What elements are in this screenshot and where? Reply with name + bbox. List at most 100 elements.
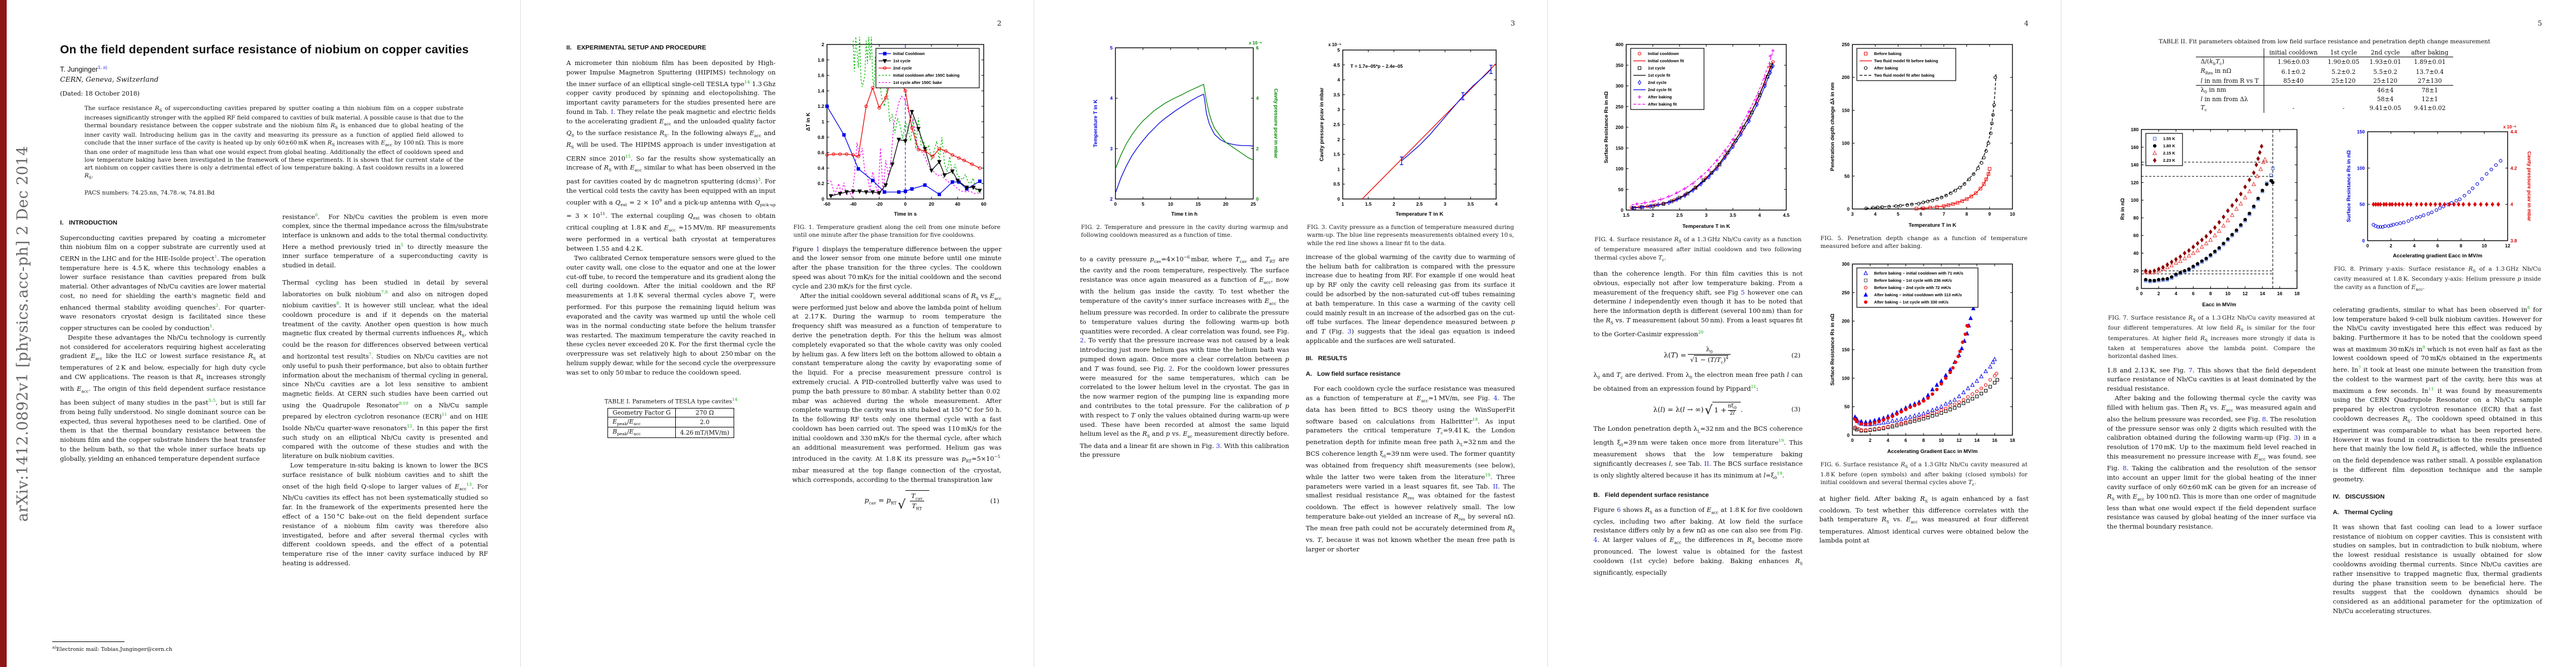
table2-block: TABLE II. Fit parameters obtained from l… [2107, 38, 2542, 113]
svg-text:Two fluid model fit before bak: Two fluid model fit before baking [1874, 58, 1939, 63]
author-line: T. Junginger1, a) [60, 64, 488, 73]
svg-text:6: 6 [1256, 45, 1259, 51]
svg-text:4.5: 4.5 [1333, 62, 1340, 68]
svg-text:200: 200 [1842, 318, 1850, 323]
svg-text:10: 10 [2010, 211, 2015, 217]
svg-text:18: 18 [2295, 291, 2300, 296]
paragraph: increase of the global warming of the ca… [1306, 253, 1516, 345]
equation-number: (1) [990, 496, 999, 505]
svg-text:6: 6 [2192, 291, 2195, 296]
svg-text:1: 1 [821, 119, 824, 125]
fig4-caption: FIG. 4. Surface resistance RS of a 1.3 G… [1595, 236, 1802, 262]
table-row: λ0 in nm 46±4 78±1 [2195, 85, 2454, 95]
paragraph: The London penetration depth λL=32 nm an… [1593, 425, 1803, 480]
page2-right-column: -60 -40 -20 0 20 40 60 0 0.2 0.4 0.6 0.8 1 1.2 1.4 1.6 1… [793, 36, 1001, 516]
svg-text:2: 2 [1392, 201, 1395, 207]
arxiv-watermark-text: arXiv:1412.0892v1 [physics.acc-ph] 2 Dec… [14, 145, 32, 522]
svg-text:2.15 K: 2.15 K [2163, 151, 2175, 156]
svg-text:0: 0 [1851, 437, 1853, 443]
paragraph: It was shown that fast cooling can lead … [2333, 523, 2543, 615]
svg-text:180: 180 [2131, 127, 2139, 132]
paragraph: λ0 and Tc are derived. From λ0 the elect… [1593, 371, 1803, 392]
page-number: 5 [2538, 19, 2542, 27]
svg-text:1st cycle: 1st cycle [1648, 66, 1665, 71]
figure-7: 0 2 4 6 8 10 12 14 16 18 0 20 40 60 80 100 120 140 160 180 E… [2107, 122, 2316, 361]
svg-text:Cavity pressure pcav in mbar: Cavity pressure pcav in mbar [1319, 87, 1325, 161]
svg-text:200: 200 [1842, 74, 1850, 80]
svg-text:4: 4 [2175, 291, 2178, 296]
table-row: Tc - -9.41±0.05 9.41±0.02 [2195, 103, 2454, 113]
svg-text:14: 14 [2260, 291, 2265, 296]
svg-text:0: 0 [2136, 286, 2139, 291]
equation-2: λ(T) = λ0 √1 − (T/Tc)4 (2) [1663, 345, 1801, 365]
svg-text:Before baking: Before baking [1874, 51, 1902, 56]
svg-text:3.5: 3.5 [1333, 92, 1340, 97]
svg-text:0: 0 [2362, 238, 2365, 243]
page-1: arXiv:1412.0892v1 [physics.acc-ph] 2 Dec… [7, 0, 520, 667]
svg-text:T = 1.7e–05*p – 2.4e–05: T = 1.7e–05*p – 2.4e–05 [1351, 63, 1403, 69]
svg-text:50: 50 [2359, 202, 2365, 207]
table-header-row: initial cooldown 1st cycle 2nd cycle aft… [2195, 48, 2454, 58]
svg-text:4.5: 4.5 [1783, 212, 1790, 218]
svg-text:x 10⁻⁵: x 10⁻⁵ [1328, 42, 1342, 47]
fig2-plot: 0 5 10 15 20 25 2 3 4 5 0 2 4 6 Cavity pressure pcav i… [1080, 37, 1289, 220]
svg-text:8: 8 [2459, 243, 2462, 248]
paragraph: Figure 6 shows RS as a function of Eacc … [1593, 506, 1803, 577]
svg-text:16: 16 [1992, 437, 1997, 443]
svg-text:4: 4 [1110, 96, 1113, 101]
fig3-plot: 1 1.5 2 2.5 3 3.5 4 0 0.5 1 1.5 2 2.5 3 3.5 4 4.5 5 x 10⁻⁵… [1306, 37, 1516, 220]
svg-text:120: 120 [2131, 180, 2139, 185]
svg-text:0: 0 [821, 196, 824, 202]
svg-text:1: 1 [1341, 201, 1344, 207]
svg-text:25: 25 [1251, 201, 1257, 207]
paper-title: On the field dependent surface resistanc… [60, 43, 469, 56]
svg-text:Before baking – 1st cycle with: Before baking – 1st cycle with 236 mK/s [1874, 278, 1952, 283]
footnote-rule [52, 641, 124, 642]
subsection-low-field: A. Low field surface resistance [1306, 370, 1401, 377]
svg-text:3.8: 3.8 [2510, 238, 2517, 243]
table1: Geometry Factor G 270 Ω Epeak/Eacc 2.0 Bpe… [607, 408, 735, 438]
svg-text:0: 0 [2140, 291, 2143, 296]
fig8-plot: 0 2 4 6 8 10 12 0 50 100 150 3.8 4 4.2 4.4 Cavity press… [2333, 122, 2543, 262]
svg-text:1.5: 1.5 [1623, 212, 1630, 218]
svg-text:4.2: 4.2 [2510, 165, 2517, 171]
paragraph: 1.8 and 2.13 K, see Fig. 7. This shows t… [2107, 366, 2316, 393]
svg-text:2: 2 [2158, 291, 2160, 296]
svg-text:Accelerating Gradient Eacc in: Accelerating Gradient Eacc in MV/m [1887, 449, 1977, 455]
window-edge-strip [0, 0, 7, 667]
paragraph: Superconducting cavities prepared by coa… [60, 234, 266, 332]
subsection-field-dependent: B. Field dependent surface resistance [1593, 491, 1709, 499]
svg-text:Surface Resistance Rs in nΩ: Surface Resistance Rs in nΩ [2346, 150, 2352, 222]
svg-text:4: 4 [2510, 202, 2513, 207]
svg-text:Initial cooldown: Initial cooldown [1648, 51, 1679, 56]
svg-text:60: 60 [2134, 233, 2139, 238]
table-row: RRes in nΩ 6.1±0.2 5.2±0.2 5.5±0.2 13.7±0.4 [2195, 67, 2454, 77]
svg-text:250: 250 [1842, 42, 1850, 47]
equation-number: (2) [1791, 351, 1801, 359]
svg-text:Temperature T in K: Temperature T in K [1682, 223, 1730, 230]
svg-text:10: 10 [2225, 291, 2231, 296]
page4-left-column: 1.5 2 2.5 3 3.5 4 4.5 0 50 100 150 200 250 300 350 400 T… [1593, 36, 1803, 578]
paragraph: Low temperature in-situ baking is known … [282, 462, 489, 567]
svg-text:After baking: After baking [1874, 66, 1899, 71]
svg-text:Cavity pressure pcav in mbar: Cavity pressure pcav in mbar [2527, 151, 2531, 221]
paragraph: resistance6. For Nb/Cu cavities the prob… [282, 212, 488, 270]
svg-text:Accelerating gradient Eacc in: Accelerating gradient Eacc in MV/m [2393, 253, 2482, 259]
svg-text:2: 2 [1110, 196, 1113, 202]
svg-text:Initial cooldown fit: Initial cooldown fit [1648, 58, 1684, 63]
svg-text:10: 10 [2482, 243, 2487, 248]
pacs-numbers: PACS numbers: 74.25.nn, 74.78.-w, 74.81.… [84, 189, 215, 196]
table-row: Δ/(kbTc) 1.96±0.03 1.90±0.05 1.93±0.01 1.89±… [2195, 57, 2454, 67]
table-row: l in nm from Δλ 58±4 12±1 [2195, 94, 2454, 103]
svg-text:20: 20 [2134, 268, 2139, 273]
svg-text:1.80 K: 1.80 K [2163, 143, 2175, 148]
paragraph: After baking and the following thermal c… [2107, 395, 2316, 531]
svg-text:1.5: 1.5 [1365, 201, 1372, 207]
svg-text:After baking – initial cooldow: After baking – initial cooldown with 113… [1874, 292, 1962, 297]
table-row: Geometry Factor G 270 Ω [607, 408, 735, 418]
svg-text:0: 0 [1847, 206, 1850, 212]
page-number: 3 [1511, 19, 1515, 27]
section-introduction: I. INTRODUCTION [60, 219, 118, 226]
figure-6: 0 2 4 6 8 10 12 14 16 18 0 50 100 150 200 250 300 Acceler… [1820, 256, 2029, 489]
svg-text:400: 400 [1616, 42, 1623, 47]
